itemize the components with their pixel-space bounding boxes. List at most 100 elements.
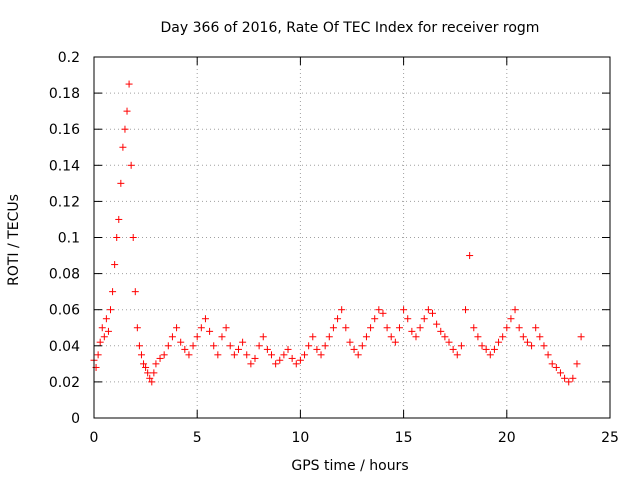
data-point <box>173 324 181 332</box>
data-point <box>428 309 436 317</box>
data-point <box>206 327 214 335</box>
data-point <box>548 360 556 368</box>
data-point <box>565 378 573 386</box>
data-point <box>457 342 465 350</box>
data-point <box>160 351 168 359</box>
data-point <box>482 345 490 353</box>
data-point <box>437 327 445 335</box>
data-point <box>102 315 110 323</box>
data-point <box>408 327 416 335</box>
data-point <box>536 333 544 341</box>
data-point <box>152 360 160 368</box>
data-point <box>532 324 540 332</box>
data-point <box>222 324 230 332</box>
data-point <box>288 354 296 362</box>
x-tick-label: 15 <box>395 430 413 446</box>
data-point <box>387 333 395 341</box>
data-point <box>168 333 176 341</box>
data-point <box>125 80 133 88</box>
data-point <box>470 324 478 332</box>
data-point <box>189 342 197 350</box>
data-point <box>321 342 329 350</box>
data-point <box>255 342 263 350</box>
data-point <box>367 324 375 332</box>
data-point <box>127 161 135 169</box>
data-point <box>424 306 432 314</box>
data-point <box>234 345 242 353</box>
data-point <box>523 338 531 346</box>
data-point <box>490 345 498 353</box>
data-point <box>350 345 358 353</box>
data-point <box>123 107 131 115</box>
data-point <box>284 345 292 353</box>
data-point <box>109 288 117 296</box>
data-point <box>164 342 172 350</box>
data-point <box>98 324 106 332</box>
x-axis-label: GPS time / hours <box>291 458 408 474</box>
data-point <box>544 351 552 359</box>
data-point <box>272 360 280 368</box>
data-point <box>338 306 346 314</box>
data-point <box>301 351 309 359</box>
data-point <box>556 369 564 377</box>
data-point <box>441 333 449 341</box>
data-point <box>156 354 164 362</box>
data-point <box>113 234 121 241</box>
data-point <box>503 324 511 332</box>
data-point <box>466 252 474 260</box>
data-point <box>515 324 523 332</box>
y-tick-label: 0.12 <box>49 194 80 210</box>
data-point <box>400 306 408 314</box>
data-point <box>117 179 125 187</box>
data-point <box>383 324 391 332</box>
data-point <box>133 324 141 332</box>
data-point <box>142 363 150 371</box>
data-point <box>346 338 354 346</box>
y-tick-label: 0.2 <box>58 50 80 66</box>
data-point <box>354 351 362 359</box>
data-point <box>259 333 267 341</box>
data-point <box>528 342 536 350</box>
data-point <box>334 315 342 323</box>
y-axis-label: ROTI / TECUs <box>6 194 22 286</box>
data-point <box>239 338 247 346</box>
data-point <box>412 333 420 341</box>
data-point <box>104 327 112 335</box>
data-point <box>251 354 259 362</box>
axis-ticks: 0 0.02 0.04 0.06 0.08 0.1 0.12 0.14 0.16 0.18 0.2 0… <box>49 50 619 446</box>
data-point <box>313 345 321 353</box>
data-point <box>296 356 304 364</box>
y-tick-label: 0.14 <box>49 158 80 174</box>
data-point <box>201 315 209 323</box>
data-point <box>573 360 581 368</box>
data-point <box>150 369 158 377</box>
data-point <box>362 333 370 341</box>
data-point <box>519 333 527 341</box>
data-point <box>486 351 494 359</box>
x-tick-label: 20 <box>498 430 516 446</box>
data-point <box>146 374 154 382</box>
data-point <box>94 351 102 359</box>
data-point <box>462 306 470 314</box>
data-point <box>135 342 143 350</box>
data-point <box>107 306 115 314</box>
data-point <box>140 360 148 368</box>
data-point <box>214 351 222 359</box>
data-point <box>540 342 548 350</box>
data-point <box>230 351 238 359</box>
data-point <box>177 338 185 346</box>
data-point <box>309 333 317 341</box>
data-point <box>197 324 205 332</box>
data-point <box>375 306 383 314</box>
data-point <box>577 333 585 341</box>
data-point <box>193 333 201 341</box>
data-point <box>292 360 300 368</box>
data-point <box>329 324 337 332</box>
data-point <box>148 378 156 386</box>
data-point <box>218 333 226 341</box>
data-point <box>115 215 123 223</box>
data-point <box>280 351 288 359</box>
data-point <box>317 351 325 359</box>
data-point <box>144 369 152 377</box>
